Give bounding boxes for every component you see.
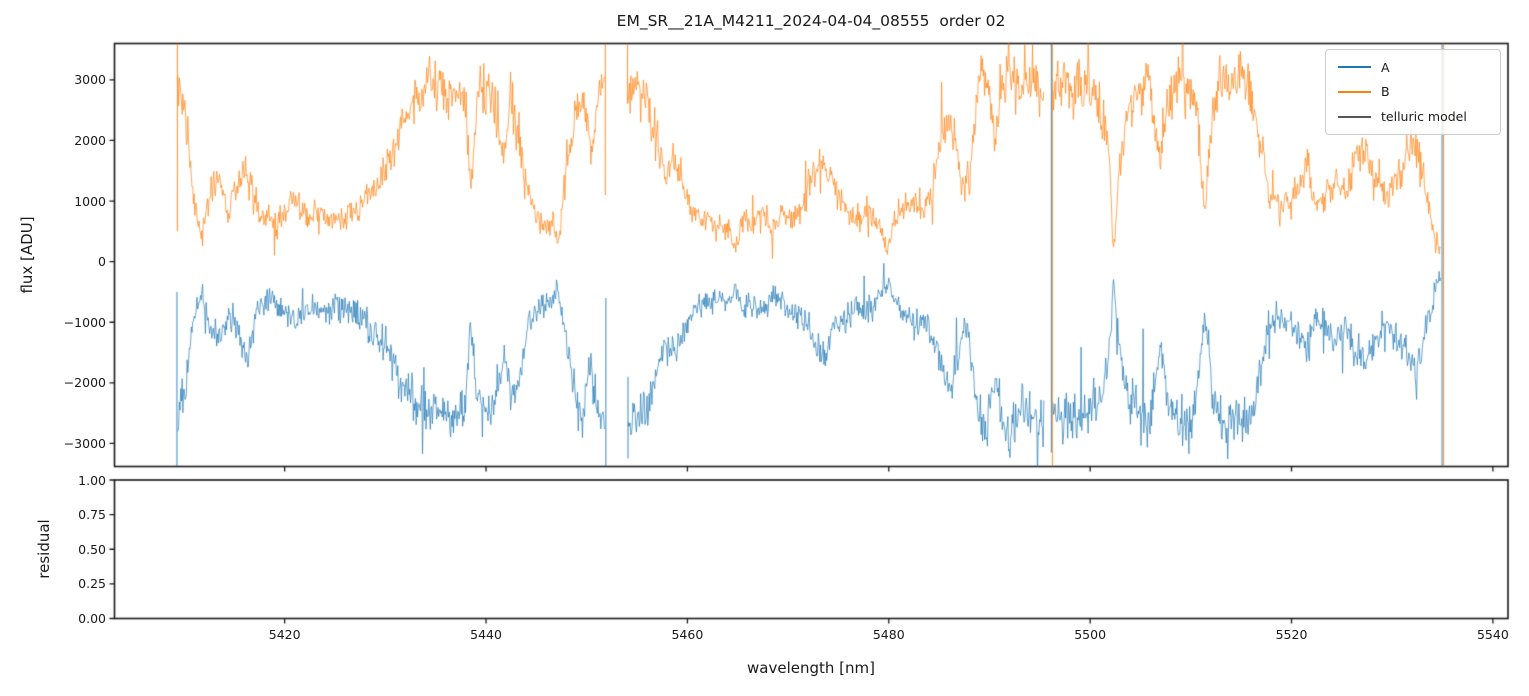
wavelength-tick-label: 5440 (470, 627, 502, 642)
flux-tick-label: −2000 (63, 375, 106, 391)
chart-title: EM_SR__21A_M4211_2024-04-04_08555 order … (616, 12, 1006, 30)
residual-tick-label: 1.00 (78, 472, 106, 488)
wavelength-axis-label: wavelength [nm] (747, 659, 875, 677)
wavelength-tick-label: 5500 (1074, 627, 1107, 642)
flux-tick-label: 1000 (74, 193, 106, 209)
wavelength-tick-label: 5480 (872, 627, 905, 642)
legend-line-telluric-icon (1338, 115, 1371, 118)
legend-entry-b: B (1338, 84, 1488, 99)
legend: A B telluric model (1325, 49, 1501, 135)
wavelength-tick-label: 5520 (1275, 627, 1308, 642)
legend-line-b-icon (1338, 90, 1371, 93)
legend-label-b: B (1381, 84, 1390, 100)
residual-tick-label: 0.25 (78, 576, 106, 592)
flux-tick-label: 2000 (74, 132, 106, 148)
legend-line-a-icon (1338, 66, 1371, 69)
flux-tick-label: −3000 (63, 435, 106, 451)
flux-tick-label: −1000 (63, 314, 106, 330)
wavelength-tick-label: 5540 (1476, 627, 1509, 642)
wavelength-tick-label: 5460 (671, 627, 704, 642)
legend-entry-telluric: telluric model (1338, 109, 1488, 124)
legend-label-telluric: telluric model (1381, 109, 1467, 125)
residual-tick-label: 0.00 (78, 611, 106, 626)
residual-tick-label: 0.50 (78, 541, 106, 557)
flux-tick-label: 0 (98, 254, 106, 270)
flux-tick-label: 3000 (74, 72, 106, 88)
residual-tick-label: 0.75 (78, 507, 106, 523)
legend-entry-a: A (1338, 60, 1488, 75)
legend-label-a: A (1381, 59, 1390, 75)
wavelength-tick-label: 5420 (268, 627, 301, 642)
